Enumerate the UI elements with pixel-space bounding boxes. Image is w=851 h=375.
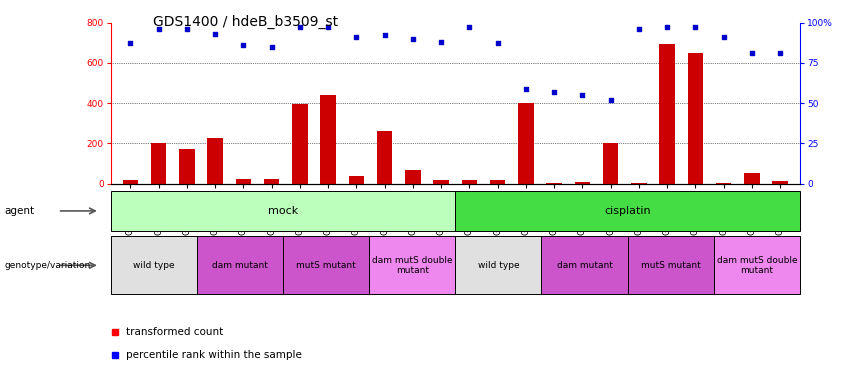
Text: percentile rank within the sample: percentile rank within the sample [126,350,301,360]
Bar [773,181,788,184]
Point [660,24,674,30]
Bar [716,183,731,184]
Bar [518,103,534,184]
Bar [744,172,760,184]
Point [378,32,391,38]
Point [688,24,702,30]
Bar [180,150,195,184]
Text: dam mutS double
mutant: dam mutS double mutant [717,256,797,275]
Point [463,24,477,30]
Point [745,50,759,56]
Bar [455,236,541,294]
Bar [574,182,591,184]
Bar [236,179,251,184]
Bar [660,44,675,184]
Text: mutS mutant: mutS mutant [296,261,356,270]
Point [717,34,730,40]
Point [604,97,618,103]
Text: mock: mock [268,206,298,216]
Point [208,31,222,37]
Text: wild type: wild type [477,261,519,270]
Text: genotype/variation: genotype/variation [4,261,90,270]
Bar [264,179,279,184]
Bar [714,236,800,294]
Bar [377,131,392,184]
Point [575,92,589,98]
Bar [603,144,619,184]
Point [547,89,561,95]
Text: wild type: wild type [133,261,174,270]
Bar [283,236,369,294]
Bar [111,191,455,231]
Text: dam mutant: dam mutant [212,261,268,270]
Text: agent: agent [4,206,34,216]
Point [350,34,363,40]
Bar [541,236,628,294]
Text: mutS mutant: mutS mutant [641,261,700,270]
Text: GDS1400 / hdeB_b3509_st: GDS1400 / hdeB_b3509_st [153,15,339,29]
Text: dam mutS double
mutant: dam mutS double mutant [372,256,453,275]
Bar [292,104,308,184]
Text: transformed count: transformed count [126,327,223,338]
Point [519,86,533,92]
Bar [151,144,167,184]
Text: dam mutant: dam mutant [557,261,613,270]
Point [632,26,646,32]
Bar [546,183,562,184]
Bar [455,191,800,231]
Bar [320,95,336,184]
Point [151,26,165,32]
Bar [461,180,477,184]
Bar [123,180,138,184]
Bar [208,138,223,184]
Point [322,24,335,30]
Point [237,42,250,48]
Bar [349,176,364,184]
Bar [490,180,505,184]
Bar [688,53,703,184]
Point [406,36,420,42]
Point [491,40,505,46]
Point [265,44,278,50]
Point [293,24,306,30]
Bar [111,236,197,294]
Point [774,50,787,56]
Bar [369,236,455,294]
Text: cisplatin: cisplatin [604,206,651,216]
Point [123,40,137,46]
Point [180,26,194,32]
Bar [631,183,647,184]
Bar [628,236,714,294]
Point [434,39,448,45]
Bar [405,170,420,184]
Bar [197,236,283,294]
Bar [433,180,449,184]
